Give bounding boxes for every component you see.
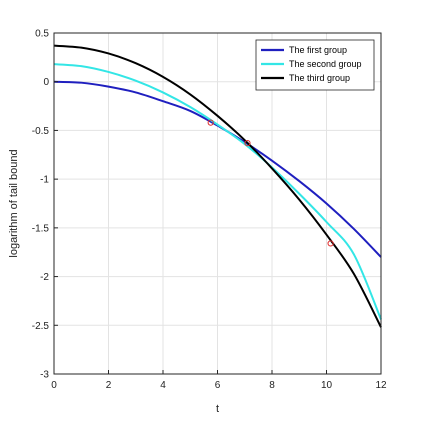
y-tick-label: -3 xyxy=(40,370,49,381)
intersection-marker xyxy=(327,240,334,247)
x-tick-label: 12 xyxy=(375,380,387,391)
series-line xyxy=(53,44,382,328)
y-tick-label: -2.5 xyxy=(32,321,50,332)
x-tick-label: 6 xyxy=(215,380,221,391)
intersection-marker xyxy=(244,139,251,147)
y-tick-label: -1.5 xyxy=(32,223,50,234)
legend-label: The second group xyxy=(289,59,362,69)
y-tick-label: -1 xyxy=(40,175,49,186)
x-tick-label: 10 xyxy=(321,380,333,391)
y-tick-label: -2 xyxy=(40,272,49,283)
y-axis-label: logarithm of tail bound xyxy=(8,149,20,257)
x-tick-label: 4 xyxy=(160,380,166,391)
intersection-markers xyxy=(207,119,334,247)
series-line xyxy=(53,63,382,320)
x-tick-label: 2 xyxy=(106,380,112,391)
y-tick-label: -0.5 xyxy=(32,126,50,137)
axis-ticks: 0 2 4 6 8 10 12 0.5 0 -0.5 -1 -1.5 -2 -2.5 -3 xyxy=(32,29,387,392)
legend: The first group The second group The third… xyxy=(255,39,375,91)
x-axis-label: t xyxy=(216,403,219,415)
x-tick-label: 0 xyxy=(51,380,57,391)
legend-label: The first group xyxy=(289,45,347,55)
series-lines xyxy=(53,44,382,328)
legend-label: The third group xyxy=(289,73,350,83)
y-tick-label: 0 xyxy=(43,77,49,88)
x-tick-label: 8 xyxy=(269,380,275,391)
y-tick-label: 0.5 xyxy=(35,29,49,40)
intersection-marker xyxy=(207,119,214,126)
